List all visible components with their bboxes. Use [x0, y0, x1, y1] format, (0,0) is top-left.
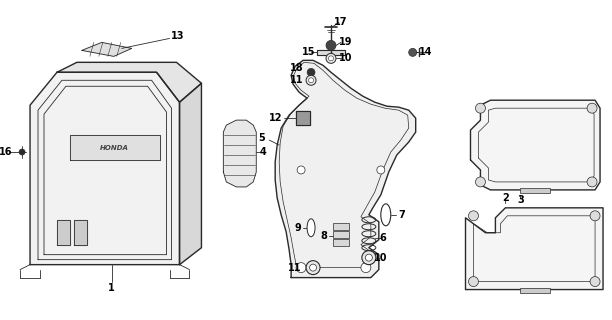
Circle shape [587, 177, 597, 187]
Circle shape [377, 166, 385, 174]
Bar [520, 188, 550, 193]
Ellipse shape [381, 204, 391, 226]
Circle shape [307, 68, 315, 76]
Text: 3: 3 [517, 195, 524, 205]
Circle shape [476, 177, 485, 187]
Text: 7: 7 [399, 210, 406, 220]
Circle shape [297, 166, 305, 174]
Bar [333, 223, 349, 230]
Circle shape [326, 53, 336, 63]
Circle shape [310, 264, 316, 271]
Circle shape [329, 56, 334, 61]
Circle shape [365, 254, 372, 261]
Text: 1: 1 [108, 283, 115, 292]
Polygon shape [179, 83, 201, 265]
Text: 11: 11 [288, 263, 301, 273]
Text: 5: 5 [258, 133, 264, 143]
Polygon shape [70, 135, 160, 160]
Polygon shape [471, 100, 600, 190]
Bar [333, 231, 349, 238]
Text: 8: 8 [320, 231, 327, 241]
Circle shape [306, 75, 316, 85]
Text: 12: 12 [269, 113, 283, 123]
Text: 15: 15 [302, 47, 316, 57]
Text: 17: 17 [334, 18, 348, 28]
Circle shape [308, 78, 313, 83]
Circle shape [409, 48, 417, 56]
Circle shape [590, 276, 600, 286]
Text: 10: 10 [374, 253, 387, 263]
Circle shape [587, 103, 597, 113]
Text: 4: 4 [260, 147, 267, 157]
Bar [333, 239, 349, 246]
Text: 13: 13 [171, 31, 184, 41]
Circle shape [469, 276, 479, 286]
Circle shape [361, 263, 371, 273]
Circle shape [362, 251, 376, 265]
Text: 10: 10 [339, 53, 353, 63]
Polygon shape [74, 220, 87, 245]
Text: 9: 9 [294, 223, 301, 233]
Polygon shape [275, 60, 416, 277]
Circle shape [469, 211, 479, 221]
Polygon shape [30, 72, 179, 265]
Ellipse shape [307, 219, 315, 237]
Circle shape [296, 263, 306, 273]
Text: 6: 6 [379, 233, 386, 243]
Polygon shape [57, 220, 70, 245]
Circle shape [326, 40, 336, 50]
Circle shape [306, 261, 320, 275]
Text: HONDA: HONDA [100, 145, 129, 151]
Text: 18: 18 [289, 63, 303, 73]
Polygon shape [296, 111, 310, 125]
Bar [520, 288, 550, 292]
Polygon shape [223, 120, 256, 187]
Circle shape [590, 211, 600, 221]
Text: 2: 2 [502, 193, 509, 203]
Circle shape [19, 149, 25, 155]
Text: 16: 16 [0, 147, 13, 157]
Text: 11: 11 [289, 75, 303, 85]
Polygon shape [57, 62, 201, 102]
Polygon shape [317, 50, 345, 55]
Polygon shape [82, 43, 132, 56]
Text: 14: 14 [419, 47, 433, 57]
Text: 19: 19 [339, 37, 353, 47]
Circle shape [476, 103, 485, 113]
Polygon shape [466, 208, 603, 290]
